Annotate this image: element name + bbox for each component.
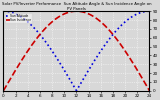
Line: Sun Incidence: Sun Incidence [3, 11, 149, 91]
Sun Altitude [2, 11, 4, 12]
Sun Altitude [137, 13, 139, 14]
Sun Incidence [2, 90, 4, 91]
Sun Incidence [142, 79, 144, 80]
Sun Altitude [41, 37, 43, 38]
Sun Incidence [137, 70, 139, 71]
Sun Incidence [41, 31, 43, 32]
Legend: Sun Altitude, Sun Incidence: Sun Altitude, Sun Incidence [5, 13, 32, 23]
Sun Altitude [11, 12, 13, 13]
Line: Sun Altitude: Sun Altitude [3, 11, 149, 90]
Title: Solar PV/Inverter Performance  Sun Altitude Angle & Sun Incidence Angle on PV Pa: Solar PV/Inverter Performance Sun Altitu… [2, 2, 151, 11]
Sun Altitude [30, 24, 32, 25]
Sun Altitude [142, 11, 144, 13]
Sun Incidence [11, 75, 13, 76]
Sun Altitude [148, 11, 150, 12]
Sun Altitude [8, 11, 10, 12]
Sun Incidence [8, 80, 10, 81]
Sun Incidence [30, 46, 32, 48]
Sun Incidence [148, 90, 150, 91]
Sun Incidence [75, 11, 77, 12]
Sun Altitude [76, 90, 78, 91]
